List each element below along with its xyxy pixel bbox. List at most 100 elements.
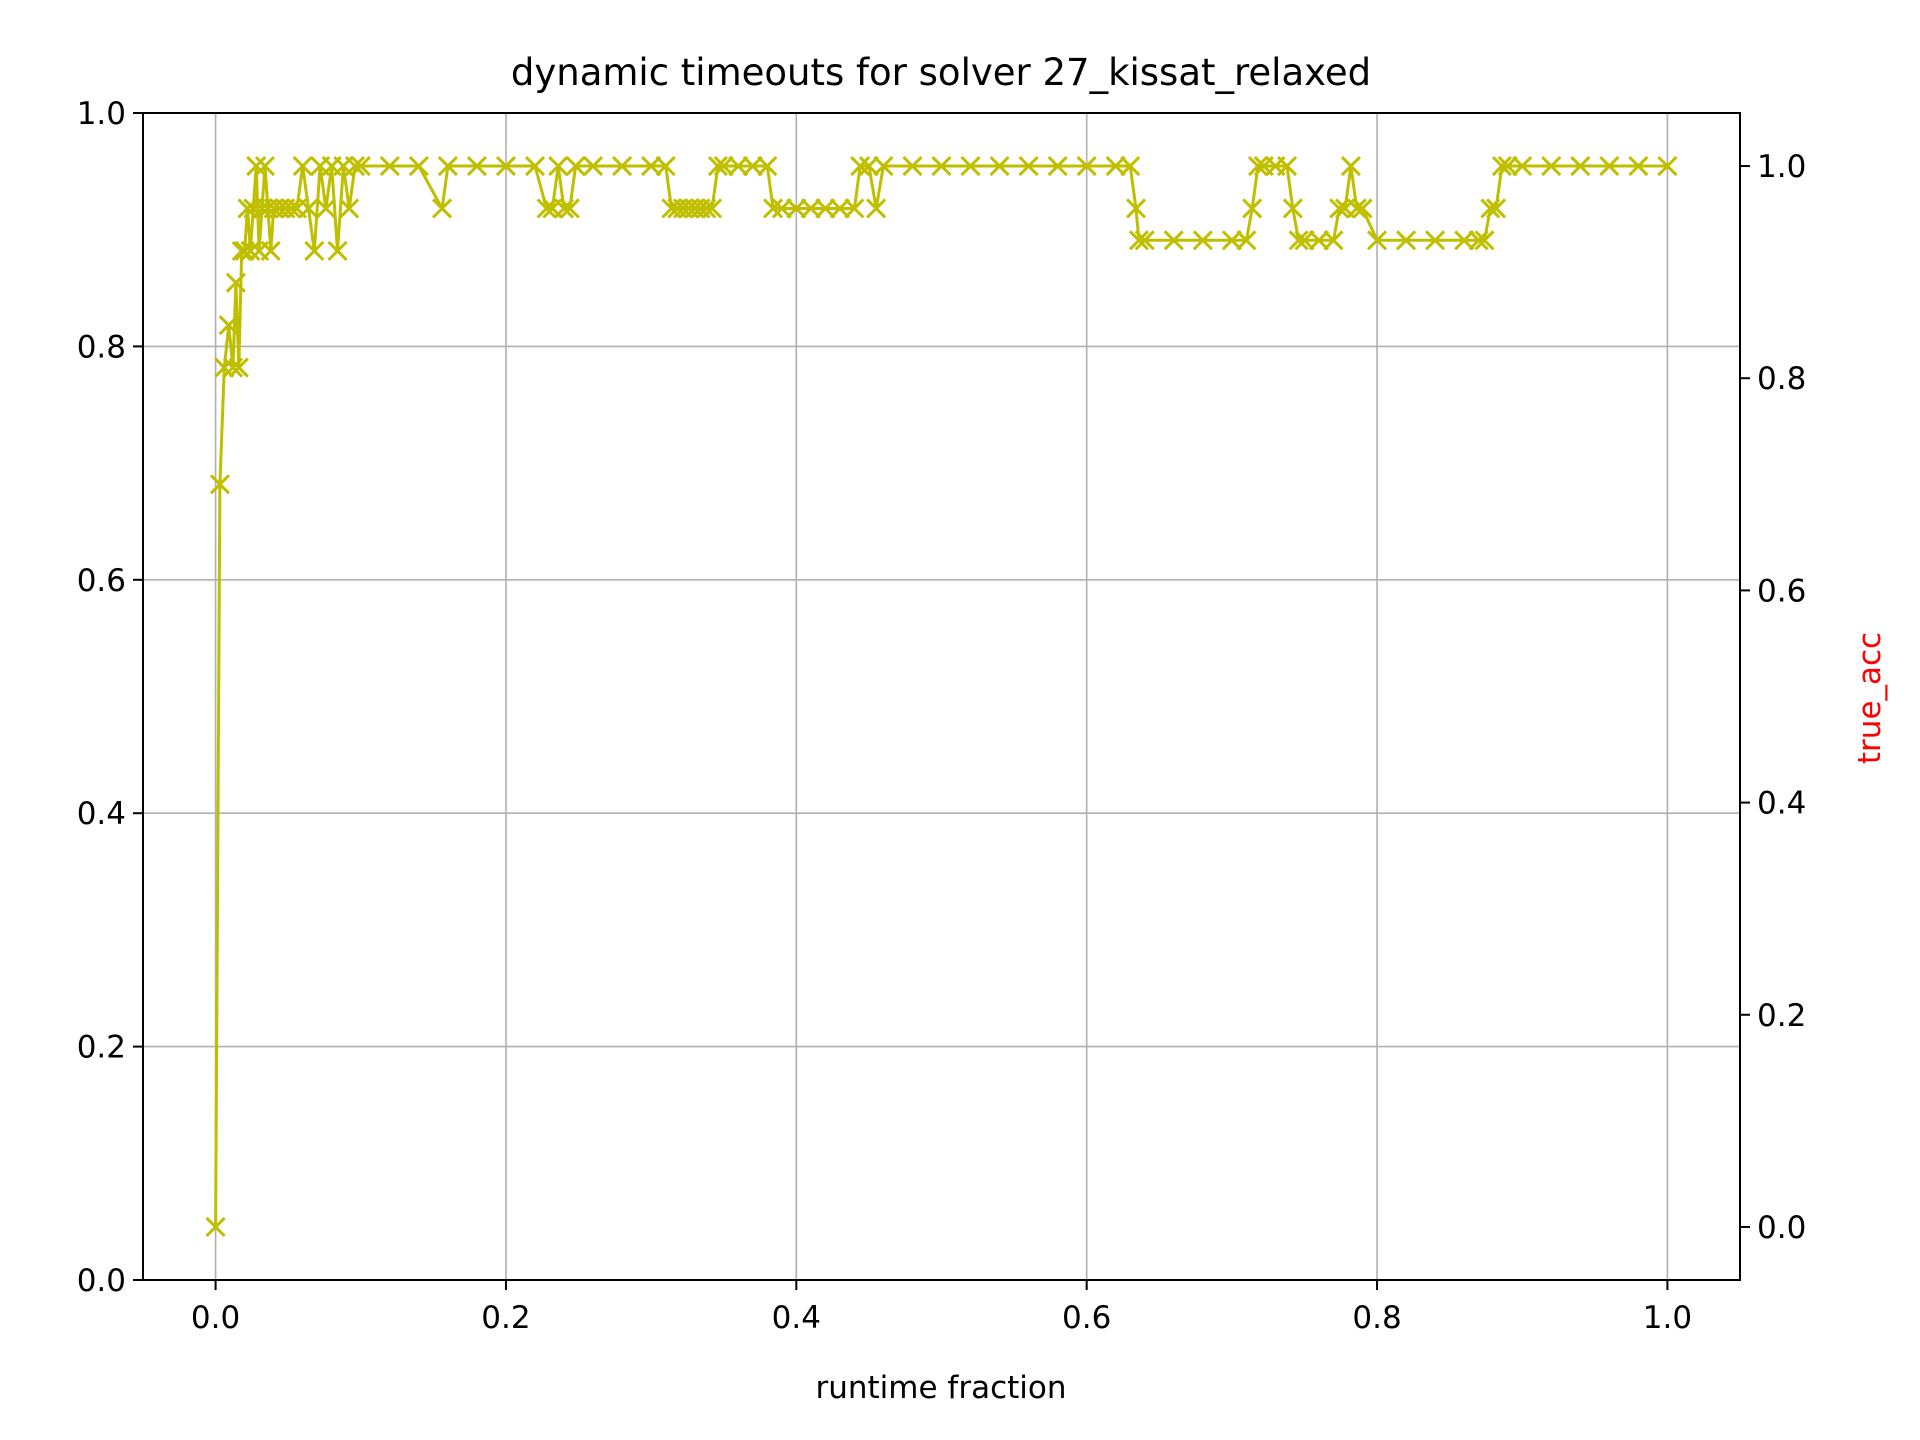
data-point [231,240,252,261]
data-point [829,198,850,219]
data-point [655,155,676,177]
y-right-tick-label: 1.0 [1757,149,1806,185]
data-point [1163,230,1184,251]
data-point [432,198,453,219]
data-point [292,155,313,177]
x-tick-label: 0.4 [772,1300,821,1336]
data-point [707,155,728,177]
data-point [254,155,276,177]
data-point [1329,198,1350,219]
data-point [1294,230,1315,251]
data-point [1570,155,1591,177]
data-point [612,155,633,177]
data-point [873,155,894,177]
data-point [350,155,371,177]
data-point [218,315,239,336]
data-point [536,198,557,219]
x-tick-label: 0.6 [1062,1300,1111,1336]
data-point [315,198,336,219]
y-left-tick-label: 0.6 [77,563,126,599]
y-right-tick-label: 0.2 [1757,998,1806,1034]
data-point [1480,198,1501,219]
data-point [850,155,871,177]
data-point [1512,155,1533,177]
data-point [1346,198,1367,219]
data-point [1352,198,1373,219]
data-point [786,198,807,219]
data-point [1599,155,1620,177]
data-point [1128,230,1150,251]
data-point [763,198,784,219]
data-point [931,155,952,177]
data-point [379,155,400,177]
data-point [1491,155,1512,177]
data-point [800,198,821,219]
data-point [466,155,487,177]
y-right-tick-label: 0.4 [1757,786,1806,822]
y-axis-right-label: true_acc [1852,632,1888,764]
data-point [281,198,302,219]
data-point [1323,230,1344,251]
data-point [960,155,981,177]
data-point [209,474,231,495]
data-point [1288,230,1309,251]
x-axis-label: runtime fraction [815,1370,1066,1406]
x-tick-label: 1.0 [1643,1300,1692,1336]
data-point [866,198,887,219]
data-point [641,155,662,177]
data-point [437,155,458,177]
data-point [246,155,267,177]
data-point [1425,230,1446,251]
data-point [559,198,580,219]
data-point [1047,155,1068,177]
data-point [1366,230,1388,251]
data-point [1628,155,1649,177]
data-point [495,155,517,177]
data-point [771,198,792,219]
data-point [1468,230,1489,251]
data-point [565,155,586,177]
x-tick-label: 0.8 [1352,1300,1401,1336]
data-point [728,155,749,177]
data-point [225,272,246,293]
data-point [1282,198,1303,219]
data-point [702,198,723,219]
data-point [1125,198,1147,219]
data-point [844,198,865,219]
data-point [408,155,429,177]
data-point [1120,155,1141,177]
data-point [1105,155,1126,177]
plot-frame [142,112,1741,1281]
data-point [1486,198,1507,219]
data-point [327,240,348,261]
y-right-tick-label: 0.6 [1757,573,1806,609]
data-point [304,240,325,261]
data-point [553,198,575,219]
data-point [548,155,569,177]
data-point [1247,155,1269,177]
data-point [1018,155,1039,177]
data-point [1134,230,1155,251]
data-point [1657,155,1678,177]
data-point [696,198,717,219]
data-point [222,357,244,378]
data-point [858,155,879,177]
grid [143,112,1740,1281]
data-point [524,155,546,177]
x-tick-label: 0.0 [191,1300,240,1336]
data-point [1076,155,1097,177]
y-left-tick-label: 1.0 [77,96,126,132]
data-point [713,155,734,177]
data-point [757,155,778,177]
data-point [1541,155,1562,177]
data-point [214,357,235,378]
y-left-tick-label: 0.8 [77,329,126,365]
series [205,155,1678,1238]
data-point [298,198,319,219]
data-point [1221,230,1242,251]
chart-title: dynamic timeouts for solver 27_kissat_re… [511,51,1371,94]
y-right-tick-label: 0.8 [1757,361,1806,397]
data-point [1236,230,1257,251]
